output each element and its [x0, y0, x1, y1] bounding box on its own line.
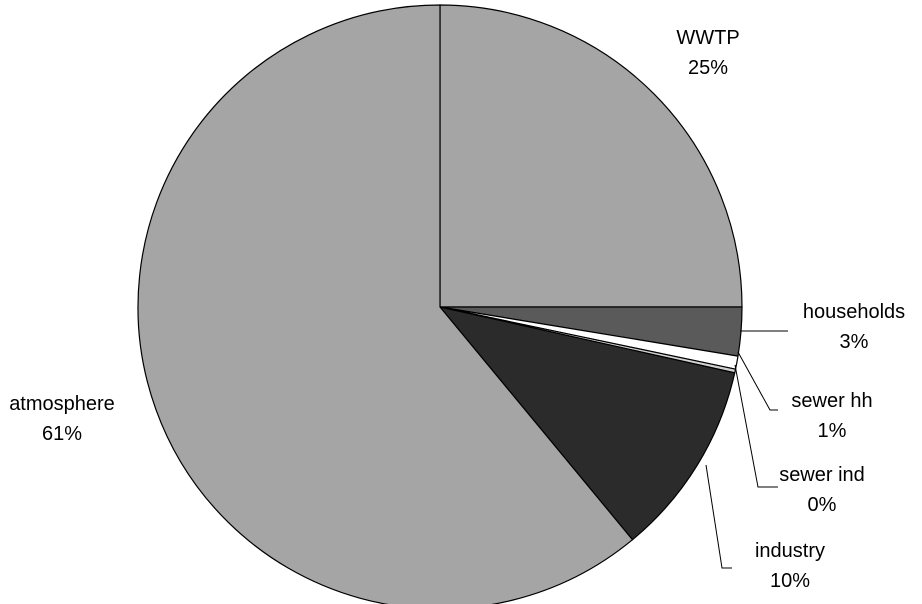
leader-line-sewer-hh [737, 351, 778, 411]
slice-percent-atmosphere: 61% [42, 423, 82, 445]
slice-name-wwtp: WWTP [676, 27, 739, 49]
slice-name-industry: industry [755, 540, 825, 562]
slice-name-sewer-hh: sewer hh [791, 390, 872, 412]
slice-percent-sewer-hh: 1% [818, 420, 847, 442]
slice-percent-industry: 10% [770, 570, 810, 592]
slice-percent-households: 3% [840, 331, 869, 353]
slice-label-sewer-ind: sewer ind 0% [779, 464, 865, 516]
slice-wwtp [439, 4, 743, 308]
slice-name-sewer-ind: sewer ind [779, 464, 865, 486]
slice-labels: WWTP 25% households 3% sewer hh 1% sewer ind 0%… [9, 27, 905, 592]
slice-label-households: households 3% [803, 301, 905, 353]
leader-line-sewer-ind [734, 364, 778, 488]
slice-name-households: households [803, 301, 905, 323]
slice-label-sewer-hh: sewer hh 1% [791, 390, 872, 442]
slice-industry [438, 306, 736, 541]
slice-atmosphere [137, 4, 634, 604]
slice-label-atmosphere: atmosphere 61% [9, 393, 115, 445]
pie-slices [137, 4, 743, 604]
slice-percent-sewer-ind: 0% [808, 494, 837, 516]
leader-line-industry [705, 464, 732, 569]
leader-lines [705, 330, 788, 569]
slice-percent-wwtp: 25% [688, 57, 728, 79]
slice-label-wwtp: WWTP 25% [676, 27, 739, 79]
slice-name-atmosphere: atmosphere [9, 393, 115, 415]
slice-label-industry: industry 10% [755, 540, 825, 592]
